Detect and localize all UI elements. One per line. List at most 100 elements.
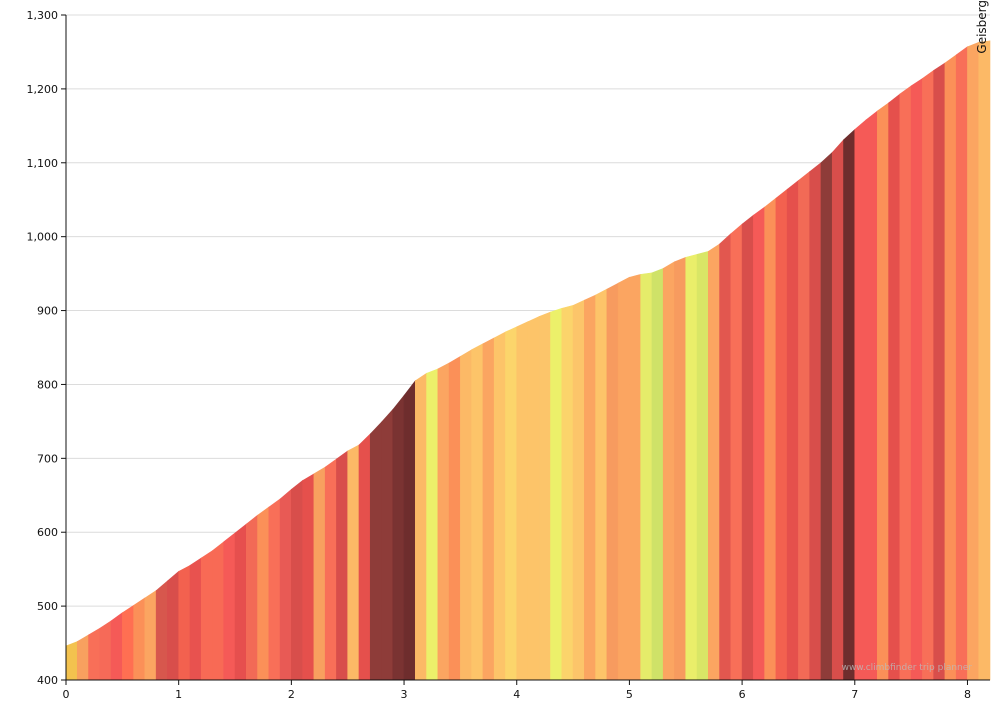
y-tick-label: 1,000	[27, 231, 59, 244]
gradient-band	[617, 276, 630, 681]
gradient-band	[324, 458, 337, 681]
gradient-band	[775, 188, 788, 681]
y-tick-label: 400	[37, 674, 58, 687]
gradient-band	[967, 41, 980, 681]
gradient-band	[88, 627, 101, 681]
gradient-band	[674, 256, 687, 681]
x-tick-label: 4	[513, 688, 520, 701]
gridlines	[66, 14, 990, 607]
gradient-band	[279, 488, 292, 681]
gradient-band	[662, 261, 675, 681]
x-tick-label: 6	[739, 688, 746, 701]
gradient-band	[268, 498, 281, 681]
gradient-band	[245, 514, 258, 681]
gradient-band	[336, 450, 349, 681]
gradient-band	[854, 119, 867, 681]
gradient-bands	[65, 40, 991, 681]
gradient-band	[313, 466, 326, 681]
gradient-band	[741, 214, 754, 681]
gradient-band	[584, 294, 596, 681]
gradient-band	[234, 523, 247, 681]
gradient-band	[651, 267, 664, 681]
gradient-band	[978, 40, 991, 681]
gradient-band	[471, 343, 484, 681]
gradient-band	[719, 233, 732, 681]
gradient-band	[200, 550, 213, 681]
y-tick-label: 1,300	[27, 9, 59, 22]
gradient-band	[381, 408, 394, 681]
gradient-band	[707, 243, 720, 681]
x-tick-label: 5	[626, 688, 633, 701]
x-tick-label: 0	[63, 688, 70, 701]
gradient-band	[527, 315, 540, 681]
gradient-band	[877, 102, 889, 681]
gradient-band	[685, 254, 698, 681]
gradient-band	[212, 541, 225, 681]
gradient-band	[426, 368, 439, 681]
gradient-band	[831, 139, 844, 681]
gradient-band	[505, 326, 518, 681]
gradient-band	[888, 93, 901, 681]
gradient-band	[110, 612, 123, 681]
gradient-band	[76, 634, 89, 681]
gradient-band	[809, 162, 822, 681]
gradient-band	[358, 433, 371, 681]
gradient-band	[538, 311, 551, 681]
gradient-band	[291, 479, 303, 681]
watermark-text: www.climbfinder trip planner	[842, 663, 973, 673]
summit-label: Geisberg	[975, 0, 989, 54]
gradient-band	[730, 223, 743, 681]
gradient-band	[865, 110, 878, 681]
gradient-band	[606, 282, 619, 681]
x-tick-label: 1	[175, 688, 182, 701]
gradient-band	[189, 557, 202, 681]
x-tick-label: 3	[401, 688, 408, 701]
gradient-band	[99, 620, 112, 681]
gradient-band	[122, 604, 134, 681]
y-tick-label: 600	[37, 526, 58, 539]
gradient-band	[437, 362, 450, 681]
y-tick-label: 700	[37, 452, 58, 465]
gradient-band	[403, 379, 416, 681]
gradient-band	[798, 171, 811, 681]
gradient-band	[144, 590, 157, 681]
gradient-band	[392, 394, 405, 681]
gradient-band	[899, 85, 912, 681]
gradient-band	[944, 54, 957, 681]
gradient-band	[482, 337, 495, 681]
gradient-band	[572, 299, 585, 681]
y-tick-label: 500	[37, 600, 58, 613]
gradient-band	[595, 288, 608, 681]
gradient-band	[561, 304, 574, 681]
gradient-band	[415, 372, 427, 681]
y-axis-ticks: 400 500 600 700 800 900 1,000 1,100 1,200 1,300	[27, 9, 66, 687]
y-tick-label: 1,100	[27, 157, 59, 170]
x-axis-ticks: 0 1 2 3 4 5 6 7 8	[63, 680, 971, 701]
gradient-band	[257, 506, 270, 681]
gradient-band	[155, 580, 168, 681]
gradient-band	[65, 641, 78, 681]
gradient-band	[933, 62, 946, 681]
gradient-band	[843, 128, 856, 681]
gradient-band	[302, 473, 315, 681]
gradient-band	[223, 532, 236, 681]
gradient-band	[820, 151, 833, 681]
gradient-band	[640, 272, 653, 681]
gradient-band	[167, 570, 179, 681]
y-tick-label: 900	[37, 305, 58, 318]
gradient-band	[696, 251, 709, 681]
gradient-band	[922, 69, 934, 681]
gradient-band	[369, 421, 382, 681]
x-tick-label: 8	[964, 688, 971, 701]
gradient-band	[493, 331, 506, 681]
gradient-band	[178, 564, 191, 681]
x-tick-label: 2	[288, 688, 295, 701]
y-tick-label: 1,200	[27, 83, 59, 96]
x-tick-label: 7	[851, 688, 858, 701]
gradient-band	[753, 206, 765, 681]
gradient-band	[133, 597, 146, 681]
gradient-band	[910, 77, 923, 681]
gradient-band	[347, 444, 360, 681]
